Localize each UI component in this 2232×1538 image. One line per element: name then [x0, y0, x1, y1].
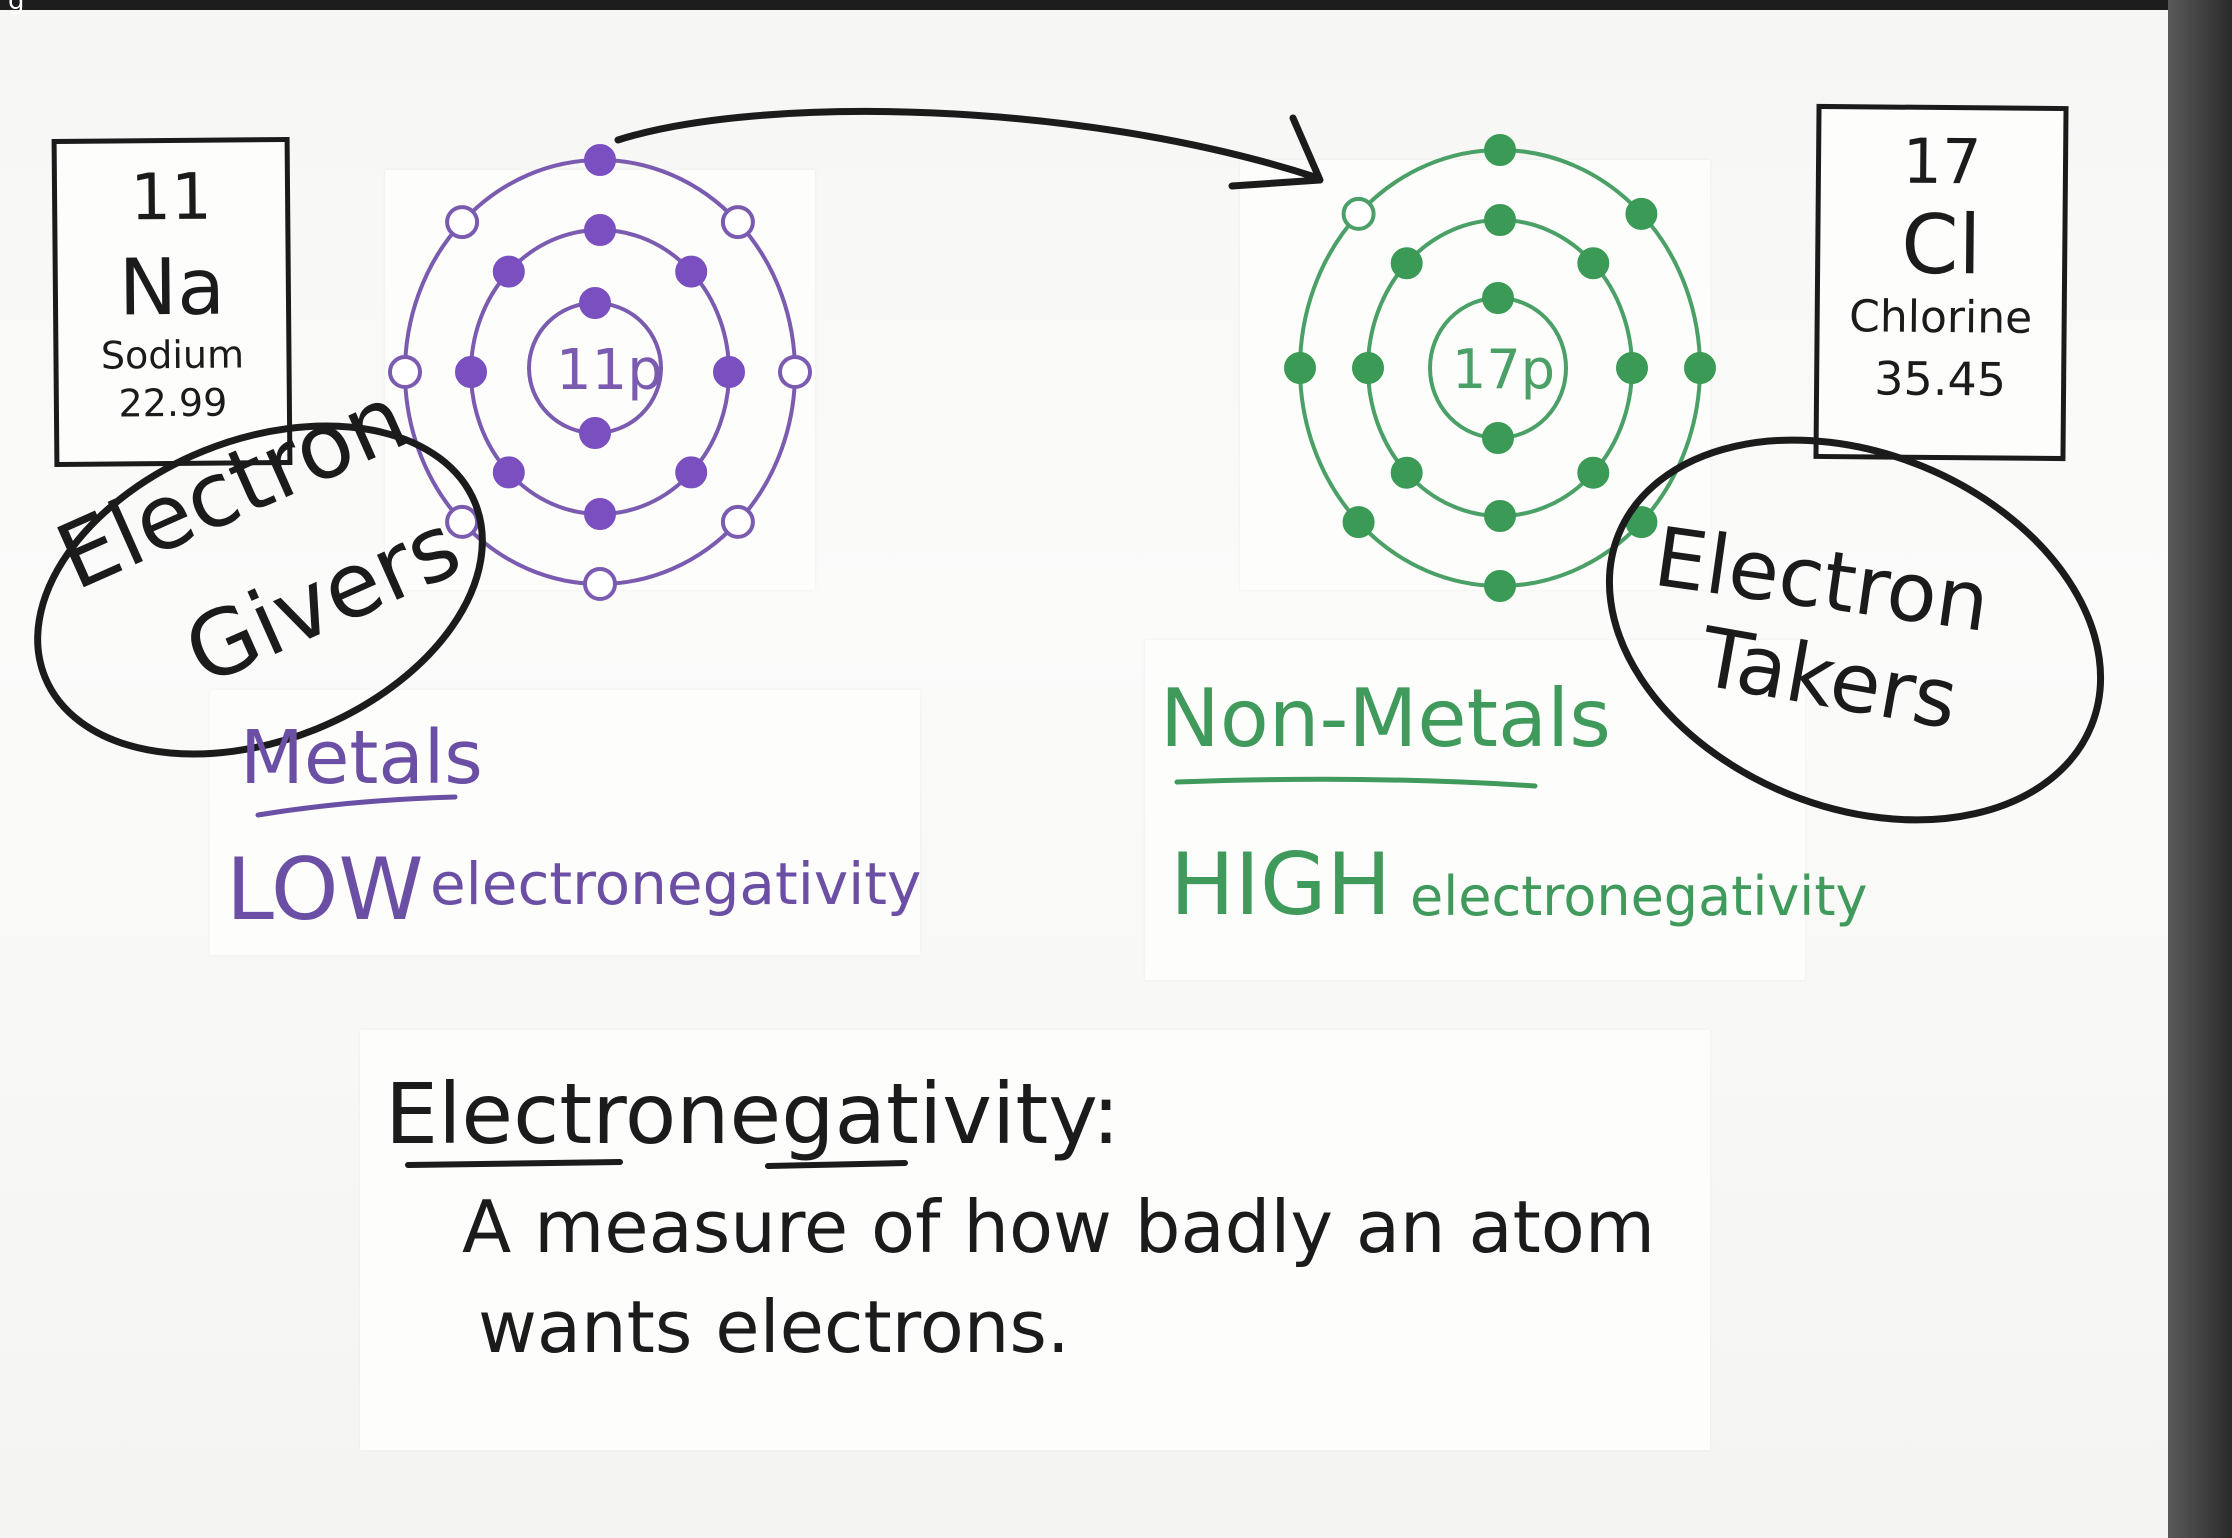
sodium-inner-shell-electron-2 [579, 417, 611, 449]
video-top-bar: g [0, 0, 2232, 16]
sodium-outer-shell-empty-slot-4 [720, 504, 755, 539]
nonmetals-level: HIGH [1170, 835, 1392, 935]
chlorine-outer-shell-empty-slot-8 [1341, 196, 1376, 231]
sodium-outer-shell-empty-slot-8 [445, 205, 480, 240]
sodium-middle-shell-electron-4 [675, 456, 708, 489]
term-underline-right [765, 1160, 908, 1169]
sodium-middle-shell-electron-5 [584, 498, 616, 530]
nonmetals-title: Non-Metals [1160, 672, 1611, 765]
definition-colon: : [1091, 1065, 1121, 1163]
sodium-middle-shell-electron-1 [584, 214, 616, 246]
chlorine-outer-shell-electron-2 [1625, 197, 1658, 230]
chlorine-atom-diagram [1284, 134, 1716, 602]
sodium-outer-shell-empty-slot-3 [778, 355, 812, 389]
chlorine-inner-shell-electron-1 [1482, 282, 1514, 314]
electron-transfer-arrow [614, 107, 1322, 182]
metals-title: Metals [240, 715, 483, 801]
chlorine-nucleus-label: 17p [1452, 338, 1555, 401]
sodium-outer-shell-electron-1 [584, 144, 616, 176]
paper-sheet-metals [210, 690, 920, 955]
sodium-middle-shell-electron-8 [492, 255, 525, 288]
sodium-inner-shell-electron-1 [579, 287, 611, 319]
chlorine-outer-shell-electron-7 [1284, 352, 1316, 384]
sodium-outer-shell-empty-slot-7 [388, 355, 422, 389]
nonmetals-property: electronegativity [1410, 865, 1868, 928]
chlorine-outer-shell-electron-5 [1484, 570, 1516, 602]
paper-sheet-nonmetals [1145, 640, 1805, 980]
definition-term: Electronegativity: [385, 1065, 1120, 1163]
paper-sheet-definition [360, 1030, 1710, 1450]
chlorine-outer-shell-electron-1 [1484, 134, 1516, 166]
sodium-middle-shell-electron-2 [675, 255, 708, 288]
chlorine-middle-shell-electron-2 [1577, 247, 1610, 280]
sodium-outer-shell-empty-slot-6 [445, 504, 480, 539]
chlorine-inner-shell-electron-2 [1482, 422, 1514, 454]
sodium-atom-diagram [388, 144, 812, 601]
arrowhead-icon [1228, 114, 1324, 190]
chlorine-middle-shell-electron-6 [1390, 456, 1423, 489]
definition-term-word: Electronegativity [385, 1065, 1092, 1163]
electron-takers-circle [1605, 436, 2105, 824]
term-underline-left [405, 1159, 623, 1168]
metals-underline [255, 794, 458, 818]
nonmetals-underline [1174, 776, 1538, 789]
chlorine-middle-shell-electron-7 [1352, 352, 1384, 384]
definition-line1: A measure of how badly an atom [462, 1185, 1655, 1269]
top-caption: g [8, 0, 25, 16]
chlorine-middle-shell-electron-5 [1484, 500, 1516, 532]
chlorine-outer-shell-electron-6 [1342, 506, 1375, 539]
definition-line2: wants electrons. [478, 1285, 1070, 1369]
sodium-middle-shell-electron-6 [492, 456, 525, 489]
metals-level: LOW [226, 840, 424, 940]
sodium-nucleus-label: 11p [556, 338, 663, 403]
right-edge-strip [2168, 0, 2232, 1538]
sodium-middle-shell-electron-7 [455, 356, 487, 388]
metals-property: electronegativity [430, 850, 922, 918]
sodium-outer-shell-empty-slot-2 [720, 205, 755, 240]
sodium-outer-shell-empty-slot-5 [583, 567, 617, 601]
electron-givers-circle [34, 422, 486, 758]
chlorine-middle-shell-electron-4 [1577, 456, 1610, 489]
chlorine-outer-shell-electron-3 [1684, 352, 1716, 384]
chlorine-middle-shell-electron-1 [1484, 204, 1516, 236]
chlorine-middle-shell-electron-8 [1390, 247, 1423, 280]
chlorine-middle-shell-electron-3 [1616, 352, 1648, 384]
sodium-middle-shell-electron-3 [713, 356, 745, 388]
